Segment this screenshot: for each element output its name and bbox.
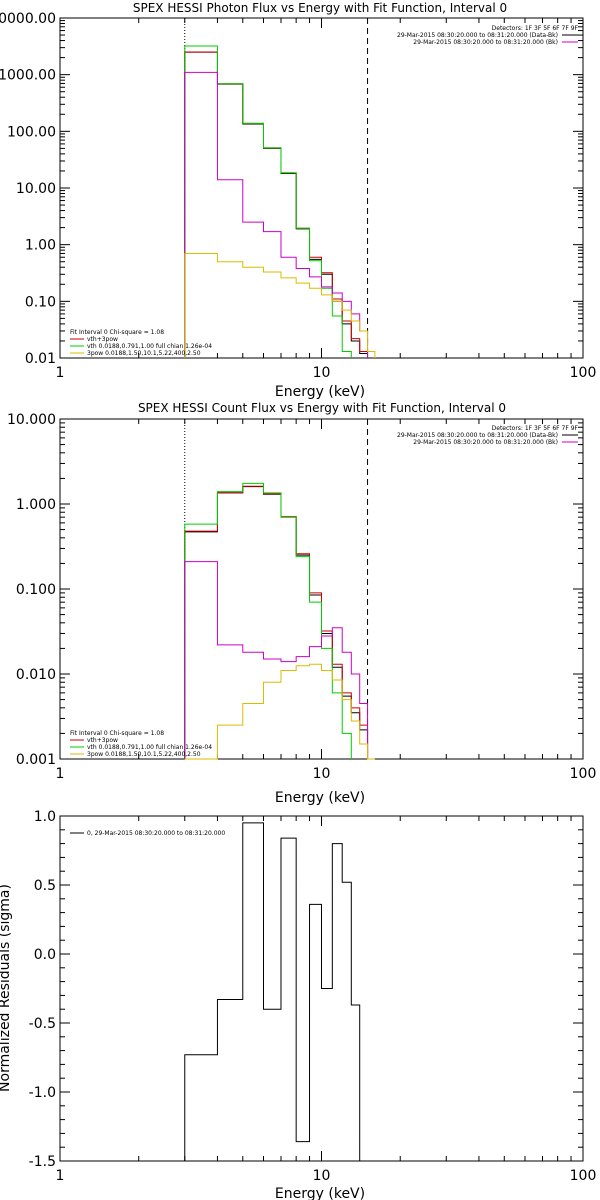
count-flux-x-tick-label: 1 — [56, 766, 65, 782]
photon-flux-y-tick-label: 1.00 — [25, 238, 56, 254]
photon-flux-y-tick-label: 0.01 — [25, 351, 56, 367]
photon-flux-x-tick-label: 1 — [56, 365, 65, 381]
photon-flux-legend-header: Detectors: 1F 3F 5F 6F 7F 9F — [492, 25, 579, 32]
count-flux-x-tick-label: 10 — [313, 766, 331, 782]
residuals-y-tick-label: 1.0 — [34, 809, 56, 825]
count-flux-panel: SPEX HESSI Count Flux vs Energy with Fit… — [7, 401, 596, 806]
photon-flux-legend-left: Fit Interval 0 Chi-square = 1.08 vth+3po… — [70, 329, 212, 357]
count-flux-y-tick-label: 10.000 — [7, 412, 56, 428]
residuals-x-tick-label: 100 — [570, 1168, 597, 1184]
residuals-y-tick-label: -1.5 — [29, 1154, 56, 1170]
photon-flux-fit-item-1: vth 0.0188,0.791,1.00 full chian 1.26e-0… — [87, 343, 212, 350]
count-flux-series-4 — [184, 663, 375, 760]
residuals-x-tick-label: 1 — [56, 1168, 65, 1184]
count-flux-legend-item-0: 29-Mar-2015 08:30:20.000 to 08:31:20.000… — [397, 432, 558, 439]
photon-flux-fit-item-2: 3pow 0.0188,1.50,10.1,5.22,400,2.50 — [87, 350, 201, 357]
count-flux-x-tick-label: 100 — [570, 766, 597, 782]
residuals-panel: 1 10 100 -1.5 -1.0 -0.5 0.0 0.5 1.0 Energy (keV)… — [0, 809, 596, 1200]
photon-flux-y-tick-label: 0.10 — [25, 294, 56, 310]
count-flux-series-1 — [184, 485, 369, 759]
photon-flux-y-tick-label: 1000.00 — [0, 68, 56, 84]
photon-flux-title: SPEX HESSI Photon Flux vs Energy with Fi… — [133, 1, 507, 15]
photon-flux-legend-item-0: 29-Mar-2015 08:30:20.000 to 08:31:20.000… — [397, 32, 558, 39]
photon-flux-y-tick-label: 10000.00 — [0, 11, 56, 27]
residuals-legend-text: 0, 29-Mar-2015 08:30:20.000 to 08:31:20.… — [87, 830, 225, 837]
photon-flux-panel: SPEX HESSI Photon Flux vs Energy with Fi… — [0, 1, 596, 400]
photon-flux-series-3 — [184, 71, 369, 358]
count-flux-fit-header: Fit Interval 0 Chi-square = 1.08 — [70, 730, 164, 737]
count-flux-title: SPEX HESSI Count Flux vs Energy with Fit… — [138, 401, 506, 415]
photon-flux-xlabel: Energy (keV) — [275, 384, 365, 400]
count-flux-legend-header: Detectors: 1F 3F 5F 6F 7F 9F — [492, 425, 579, 432]
count-flux-series-3 — [184, 561, 369, 759]
photon-flux-x-tick-label: 100 — [570, 365, 597, 381]
residuals-xlabel: Energy (keV) — [275, 1186, 365, 1200]
count-flux-series-2 — [184, 482, 352, 759]
count-flux-legend-left: Fit Interval 0 Chi-square = 1.08 vth+3po… — [70, 730, 212, 758]
residuals-series-0 — [184, 822, 368, 1162]
count-flux-y-tick-label: 0.001 — [16, 752, 56, 768]
residuals-y-tick-label: -0.5 — [29, 1016, 56, 1032]
residuals-y-tick-label: -1.0 — [29, 1085, 56, 1101]
photon-flux-series-1 — [184, 51, 369, 358]
photon-flux-fit-header: Fit Interval 0 Chi-square = 1.08 — [70, 329, 164, 336]
count-flux-fit-item-1: vth 0.0188,0.791,1.00 full chian 1.26e-0… — [87, 744, 212, 751]
residuals-x-tick-label: 10 — [313, 1168, 331, 1184]
photon-flux-plot-frame — [59, 17, 584, 359]
count-flux-xlabel: Energy (keV) — [275, 790, 365, 806]
count-flux-series-0 — [184, 486, 369, 759]
photon-flux-x-tick-label: 10 — [313, 365, 331, 381]
count-flux-fit-item-0: vth+3pow — [87, 737, 118, 744]
residuals-y-tick-label: 0.0 — [34, 947, 56, 963]
residuals-legend: 0, 29-Mar-2015 08:30:20.000 to 08:31:20.… — [70, 830, 225, 837]
photon-flux-legend-item-1: 29-Mar-2015 08:30:20.000 to 08:31:20.000… — [413, 39, 558, 46]
photon-flux-fit-item-0: vth+3pow — [87, 336, 118, 343]
photon-flux-legend-right: Detectors: 1F 3F 5F 6F 7F 9F 29-Mar-2015… — [397, 25, 579, 46]
photon-flux-series-2 — [184, 45, 352, 358]
photon-flux-series-4 — [184, 252, 376, 358]
count-flux-legend-item-1: 29-Mar-2015 08:30:20.000 to 08:31:20.000… — [413, 439, 558, 446]
count-flux-y-tick-label: 0.010 — [16, 667, 56, 683]
residuals-y-tick-label: 0.5 — [34, 878, 56, 894]
count-flux-legend-right: Detectors: 1F 3F 5F 6F 7F 9F 29-Mar-2015… — [397, 425, 579, 446]
photon-flux-series-0 — [184, 51, 369, 358]
count-flux-plot-frame — [59, 418, 584, 760]
count-flux-y-tick-label: 1.000 — [16, 497, 56, 513]
residuals-ylabel: Normalized Residuals (sigma) — [0, 884, 13, 1092]
count-flux-fit-item-2: 3pow 0.0188,1.50,10.1,5.22,400,2.50 — [87, 751, 201, 758]
photon-flux-y-tick-label: 100.00 — [7, 124, 56, 140]
count-flux-y-tick-label: 0.100 — [16, 582, 56, 598]
photon-flux-y-tick-label: 10.00 — [16, 181, 56, 197]
